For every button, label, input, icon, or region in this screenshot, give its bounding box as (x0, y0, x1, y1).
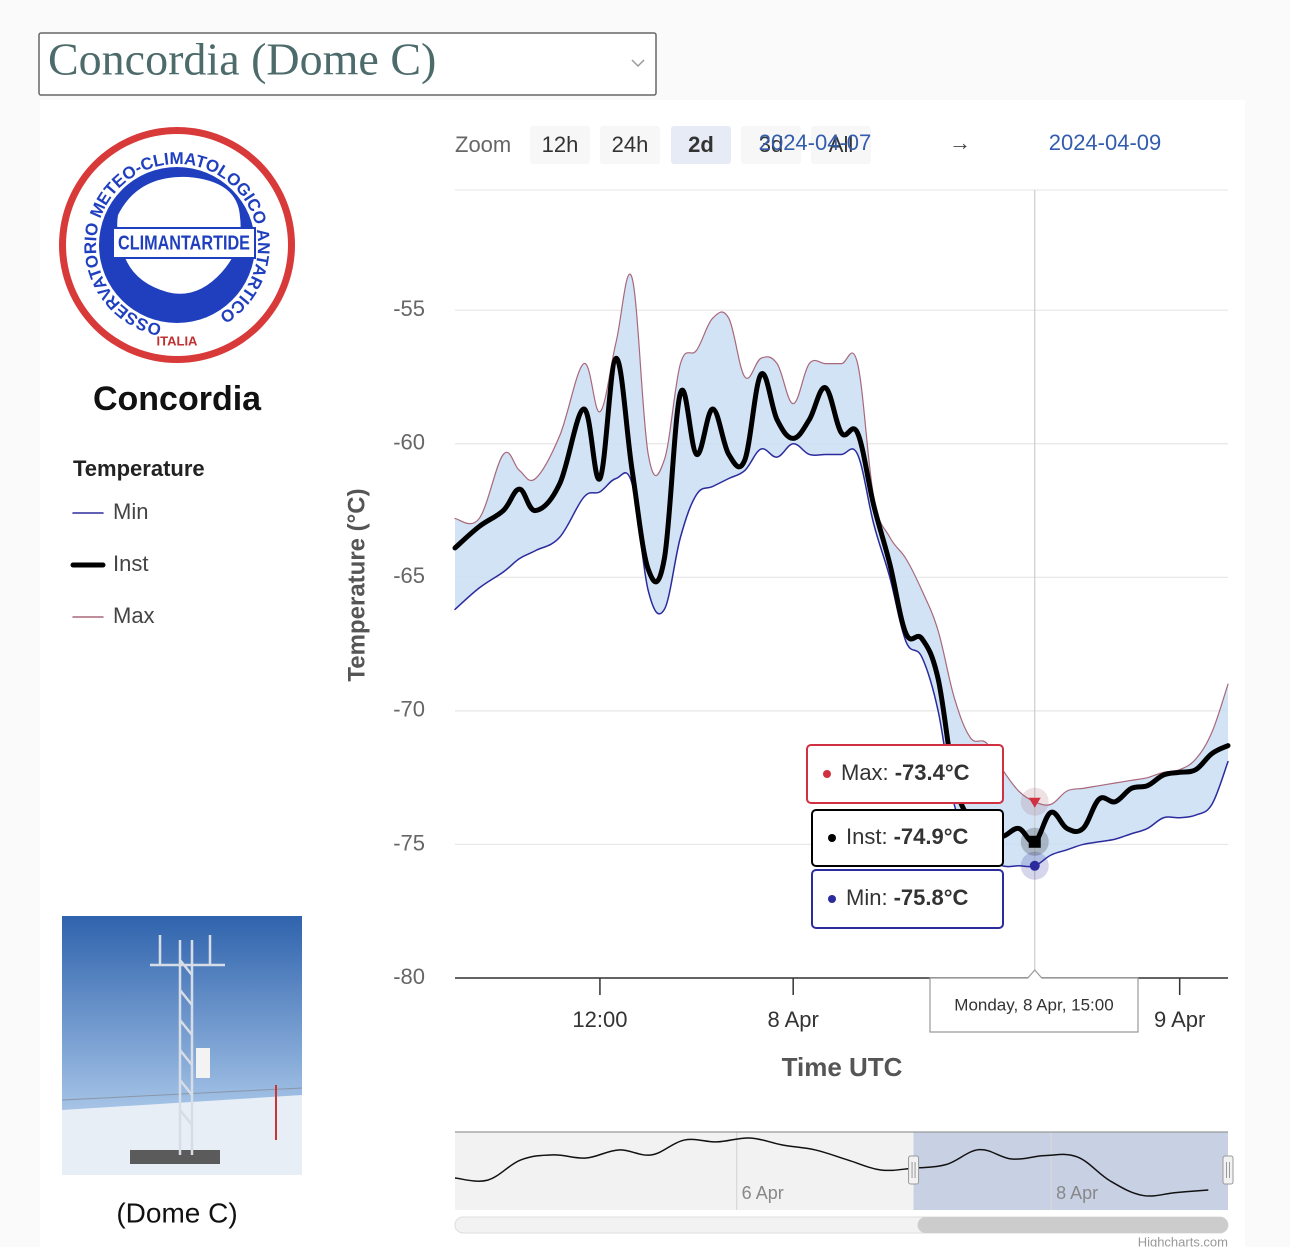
logo-country: ITALIA (157, 333, 199, 348)
credits[interactable]: Highcharts.com (1138, 1234, 1228, 1247)
navigator-tick-label: 6 Apr (742, 1183, 784, 1203)
legend-label[interactable]: Min (113, 499, 148, 524)
tooltip-value: -74.9°C (894, 824, 969, 849)
navigator-handle[interactable] (1223, 1156, 1233, 1184)
station-photo (62, 916, 302, 1175)
tooltip-value: -73.4°C (895, 760, 970, 785)
logo-brand: CLIMANTARTIDE (118, 232, 250, 254)
tooltip-text: Inst:-74.9°C (846, 824, 969, 849)
tooltip-text: Min:-75.8°C (846, 885, 969, 910)
photo-box (196, 1048, 210, 1078)
tooltip-dot (828, 834, 836, 842)
zoom-label: Zoom (455, 132, 511, 157)
crosshair-label: Monday, 8 Apr, 15:00 (954, 995, 1113, 1014)
screen: Concordia (Dome C) OSSERVATORIO METEO-CL… (0, 0, 1290, 1247)
legend-label[interactable]: Inst (113, 551, 148, 576)
tooltip-value: -75.8°C (894, 885, 969, 910)
x-tick-label: 8 Apr (768, 1007, 819, 1032)
navigator-tick-label: 8 Apr (1056, 1183, 1098, 1203)
logo: OSSERVATORIO METEO-CLIMATOLOGICO ANTARTI… (59, 127, 295, 363)
scrollbar-thumb[interactable] (918, 1217, 1228, 1233)
range-arrow: → (949, 130, 971, 155)
range-to[interactable]: 2024-04-09 (1049, 130, 1162, 155)
navigator-handle[interactable] (909, 1156, 919, 1184)
photo-base (130, 1150, 220, 1164)
tooltip-name: Inst: (846, 824, 888, 849)
x-axis-title: Time UTC (782, 1052, 903, 1082)
legend-label[interactable]: Max (113, 603, 155, 628)
y-tick-label: -70 (393, 697, 425, 722)
zoom-button-label[interactable]: 24h (612, 132, 649, 157)
zoom-button-label[interactable]: 2d (688, 132, 714, 157)
tooltip-name: Max: (841, 760, 889, 785)
y-axis-title: Temperature (°C) (343, 488, 370, 681)
marker (1030, 861, 1040, 871)
y-tick-label: -60 (393, 430, 425, 455)
y-tick-label: -65 (393, 563, 425, 588)
range-from[interactable]: 2024-04-07 (759, 130, 872, 155)
tooltip-dot (823, 770, 831, 778)
station-dropdown[interactable]: Concordia (Dome C) (39, 33, 656, 95)
x-tick-label: 9 Apr (1154, 1007, 1205, 1032)
dropdown-text[interactable]: Concordia (Dome C) (48, 34, 436, 85)
y-tick-label: -80 (393, 964, 425, 989)
legend-title: Temperature (73, 456, 205, 481)
tooltip-name: Min: (846, 885, 888, 910)
photo-caption: (Dome C) (116, 1197, 237, 1228)
tooltip-text: Max:-73.4°C (841, 760, 970, 785)
y-tick-label: -75 (393, 830, 425, 855)
marker (1029, 836, 1041, 848)
x-tick-label: 12:00 (572, 1007, 627, 1032)
y-tick-label: -55 (393, 296, 425, 321)
tooltip-dot (828, 895, 836, 903)
zoom-button-label[interactable]: 12h (542, 132, 579, 157)
station-name: Concordia (93, 380, 262, 418)
page: Concordia (Dome C) OSSERVATORIO METEO-CL… (0, 0, 1290, 1247)
